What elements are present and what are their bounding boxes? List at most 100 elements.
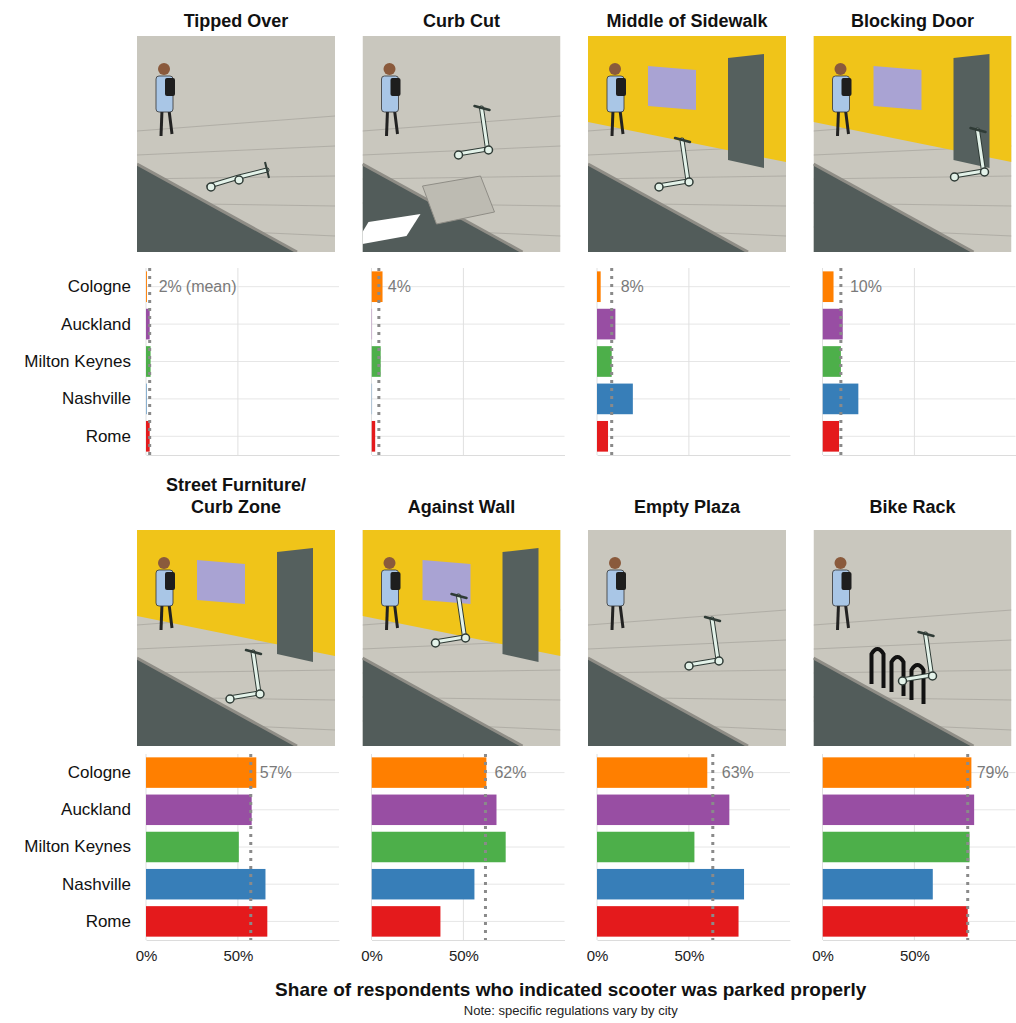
person-head [384,557,396,569]
row-line [146,361,339,362]
x-tick-label: 0% [136,947,158,964]
scooter-wheel [462,634,470,642]
bar [597,757,707,788]
person-backpack [165,78,175,96]
person-backpack [391,78,401,96]
panel-title: Empty Plaza [634,497,741,517]
mean-line [966,754,969,940]
mean-label: 8% [621,278,644,295]
scooter-wheel [685,662,693,670]
bar [146,869,265,900]
scene-window [648,66,696,110]
person-backpack [842,78,852,96]
illustration [814,530,1012,746]
row-line [823,436,1016,437]
illustration [137,36,335,252]
bar [372,421,376,452]
scooter-icon [207,162,269,191]
row-line [823,361,1016,362]
marks [597,268,633,455]
paving-line [588,640,786,649]
row-line [597,361,790,362]
bar [823,832,970,863]
scene-road [137,164,297,252]
person-leg [620,110,623,134]
scooter-part [978,130,984,171]
scene-person [607,63,626,136]
row-line [823,324,1016,325]
scooter-part [475,106,490,110]
scene-curb [588,164,748,252]
scooter-part [705,617,720,621]
scene-crosswalk [363,214,421,244]
bar [372,906,441,937]
scene-person [607,557,626,630]
x-tick: 50% [449,940,479,964]
x-axis [372,455,565,457]
x-axis: 0% 50% [361,940,565,964]
scooter-wheel [455,151,463,159]
person-leg [169,110,172,134]
y-tick: Auckland [61,315,131,334]
scene-road [588,164,748,252]
scooter-icon [655,138,693,191]
panel: Bike Rack0%50%79% [812,497,1016,964]
bar [823,346,841,377]
y-tick-label: Nashville [62,389,131,408]
bar [146,271,147,302]
mean-line [610,268,613,455]
x-tick: 0% [361,940,383,964]
axis-line [598,455,791,456]
panel-title: Tipped Over [184,11,289,31]
scene-road [363,164,523,252]
row-line [372,324,565,325]
bar [372,309,373,340]
bar [146,384,147,415]
panel: Tipped OverCologneAucklandMilton KeynesN… [24,11,339,456]
mean-line [839,268,842,455]
note: Note: specific regulations vary by city [464,1003,678,1018]
x-tick: 0% [136,940,158,964]
paving-line [814,176,1012,179]
y-tick-label: Cologne [68,277,131,296]
person-leg [387,110,388,136]
illustration [363,530,561,746]
bar [597,384,633,415]
bar [146,832,239,863]
scooter-part [682,140,688,181]
scooter-wheel [981,168,989,176]
scooter-wheel [951,173,959,181]
scooter-wheel [929,672,937,680]
scooter-wheel [655,183,663,191]
marks [372,754,506,940]
paving-line [814,610,1012,625]
scene-door [503,548,539,662]
y-tick: Rome [86,427,131,446]
person-head [835,557,847,569]
paving-line [588,610,786,625]
axis-line [598,940,791,941]
paving-line [363,176,561,179]
mean-label: 62% [494,764,526,781]
axis-line [823,455,1016,456]
row-line [372,398,565,399]
bar [823,421,840,452]
scene-ground [363,530,561,746]
scooter-icon [899,632,937,685]
panel: Curb Cut4% [363,11,566,456]
scooter-part [712,619,718,660]
mean-line [249,754,252,940]
bar [372,795,497,826]
bar [597,346,612,377]
illustration [137,530,335,746]
scene-ground [814,530,1012,746]
marks [146,754,267,940]
scooter-part [712,619,718,660]
x-axis [147,455,340,457]
scene-road [814,164,974,252]
scene-ground [814,36,1012,252]
x-tick-label: 50% [674,947,704,964]
x-tick-label: 50% [900,947,930,964]
bar [372,869,475,900]
grid-line [688,268,689,455]
